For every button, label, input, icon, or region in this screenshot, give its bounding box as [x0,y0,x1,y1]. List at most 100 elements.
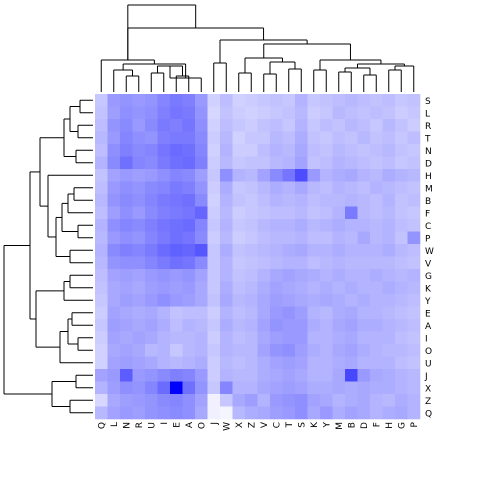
heatmap-cell [145,244,158,257]
heatmap-cell [207,256,221,270]
heatmap-cell [270,356,283,370]
heatmap-cell [307,156,321,170]
heatmap-cell [157,156,171,170]
heatmap-cell [295,356,308,370]
heatmap-cell [207,294,221,307]
heatmap-cell [307,369,321,382]
heatmap-cell [370,394,383,407]
heatmap-cell [232,219,246,232]
heatmap-cell [182,169,196,182]
column-label: V [260,421,270,428]
heatmap-cell [107,131,121,145]
heatmap-cell [170,144,183,157]
heatmap-cell [220,281,233,295]
heatmap-cell [145,294,158,307]
heatmap-cell [357,369,371,382]
heatmap-cell [307,356,321,370]
column-label: H [385,422,395,429]
heatmap-cell [245,94,258,107]
heatmap-cell [195,244,208,257]
heatmap-cell [282,331,296,345]
heatmap-cell [370,94,383,107]
heatmap-cell [382,319,396,332]
heatmap-cell [320,356,333,370]
heatmap-cell [207,94,221,107]
row-label: A [425,322,432,332]
heatmap-cell [320,331,333,345]
heatmap-cell [282,381,296,395]
heatmap-cell [407,394,421,407]
heatmap-cell [332,231,346,245]
heatmap-cell [307,94,321,107]
heatmap-cell [182,194,196,207]
heatmap-cell [132,294,146,307]
heatmap-cell [320,131,333,145]
heatmap-cell [320,281,333,295]
heatmap-cell [332,356,346,370]
heatmap-cell [157,406,171,420]
heatmap-cell [207,281,221,295]
heatmap-cell [95,194,108,207]
heatmap-cell [145,231,158,245]
row-label: T [424,134,431,144]
heatmap-cell [307,194,321,207]
heatmap-cell [332,94,346,107]
row-dendrogram [3,99,93,414]
heatmap-cell [395,156,408,170]
column-label: A [185,421,195,428]
heatmap-cell [220,169,233,182]
heatmap-cell [407,369,421,382]
heatmap-cell [232,369,246,382]
column-label: N [122,422,132,429]
heatmap-cell [107,269,121,282]
heatmap-cell [132,369,146,382]
heatmap-cell [145,331,158,345]
heatmap-cell [245,281,258,295]
column-label: P [410,421,420,427]
heatmap-cell [157,106,171,120]
heatmap-cell [357,131,371,145]
heatmap-cell [195,194,208,207]
heatmap-cell [320,294,333,307]
heatmap-cell [320,256,333,270]
heatmap-cell [95,369,108,382]
heatmap-cell [407,331,421,345]
heatmap-cell [132,381,146,395]
heatmap-cell [157,144,171,157]
heatmap-cell [382,106,396,120]
heatmap-cell [357,219,371,232]
heatmap-cell [245,219,258,232]
heatmap-cell [345,181,358,195]
heatmap-cell [370,169,383,182]
heatmap-cell [145,381,158,395]
heatmap-cell [95,381,108,395]
heatmap-cell [95,119,108,132]
heatmap-cell [395,344,408,357]
heatmap-cell [145,269,158,282]
heatmap-cell [245,231,258,245]
heatmap-cell [220,94,233,107]
heatmap-cell [345,231,358,245]
heatmap-cell [132,356,146,370]
heatmap-cell [232,306,246,320]
heatmap-cell [332,244,346,257]
heatmap-cell [382,356,396,370]
heatmap-cell [332,144,346,157]
heatmap-cell [395,319,408,332]
heatmap-cell [407,181,421,195]
heatmap-cell [120,331,133,345]
heatmap-cell [320,106,333,120]
heatmap-cell [170,306,183,320]
heatmap-cell [157,281,171,295]
heatmap-cell [382,306,396,320]
heatmap-cell [132,269,146,282]
heatmap-cell [257,394,271,407]
row-label: I [425,334,428,344]
heatmap-cell [345,381,358,395]
heatmap-cell [370,219,383,232]
heatmap-cell [345,394,358,407]
heatmap-cell [332,219,346,232]
heatmap-cell [357,381,371,395]
heatmap-cell [120,244,133,257]
